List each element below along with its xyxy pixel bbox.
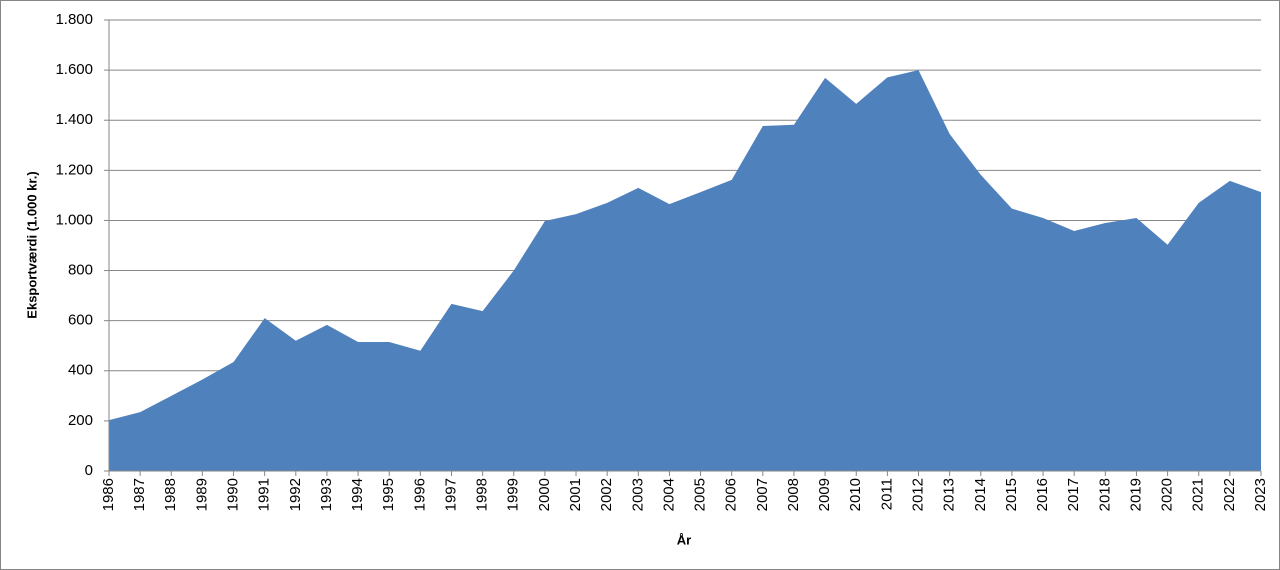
x-tick-label: 2014 — [972, 478, 989, 511]
x-tick-label: 2011 — [878, 478, 895, 510]
y-tick-label: 1.200 — [55, 161, 93, 178]
x-tick-label: 2023 — [1252, 478, 1269, 511]
x-tick-label: 2002 — [598, 478, 615, 511]
y-tick-label: 800 — [68, 262, 93, 279]
x-tick-label: 2006 — [723, 478, 740, 511]
y-tick-label: 1.000 — [55, 211, 93, 228]
x-tick-label: 1989 — [193, 478, 210, 511]
x-tick-label: 2009 — [816, 478, 833, 511]
x-tick-label: 1994 — [349, 478, 366, 511]
x-tick-label: 2020 — [1159, 478, 1176, 511]
x-tick-label: 2015 — [1003, 478, 1020, 511]
y-tick-label: 0 — [85, 462, 93, 479]
x-tick-label: 2013 — [941, 478, 958, 511]
x-tick-label: 1993 — [318, 478, 335, 511]
y-tick-label: 1.800 — [55, 11, 93, 28]
x-tick-label: 1986 — [100, 478, 117, 511]
y-tick-label: 600 — [68, 312, 93, 329]
x-tick-label: 2010 — [847, 478, 864, 511]
area — [109, 70, 1261, 471]
x-tick-label: 1995 — [380, 478, 397, 511]
y-tick-label: 1.400 — [55, 111, 93, 128]
x-tick-label: 2000 — [536, 478, 553, 511]
x-tick-label: 1992 — [287, 478, 304, 511]
y-tick-label: 1.600 — [55, 61, 93, 78]
x-tick-label: 1996 — [411, 478, 428, 511]
y-tick-label: 400 — [68, 362, 93, 379]
x-tick-label: 1990 — [225, 478, 242, 511]
x-tick-label: 2017 — [1065, 478, 1082, 511]
x-tick-label: 2004 — [660, 478, 677, 511]
x-tick-label: 2019 — [1127, 478, 1144, 511]
x-tick-label: 2007 — [754, 478, 771, 511]
x-tick-label: 1999 — [505, 478, 522, 511]
x-tick-label: 1997 — [442, 478, 459, 511]
x-tick-label: 2001 — [567, 478, 584, 511]
x-tick-label: 2003 — [629, 478, 646, 511]
y-axis-label: Eksportværdi (1.000 kr.) — [24, 171, 39, 318]
x-tick-label: 2021 — [1190, 478, 1207, 511]
x-tick-label: 2012 — [909, 478, 926, 511]
y-tick-label: 200 — [68, 412, 93, 429]
x-axis-label: År — [677, 532, 691, 547]
x-tick-label: 2022 — [1221, 478, 1238, 511]
x-tick-label: 2018 — [1096, 478, 1113, 511]
x-tick-label: 2016 — [1034, 478, 1051, 511]
x-tick-label: 2005 — [692, 478, 709, 511]
x-tick-label: 1988 — [162, 478, 179, 511]
x-tick-label: 1991 — [256, 478, 273, 511]
x-tick-label: 2008 — [785, 478, 802, 511]
x-tick-label: 1998 — [474, 478, 491, 511]
x-tick-label: 1987 — [131, 478, 148, 511]
